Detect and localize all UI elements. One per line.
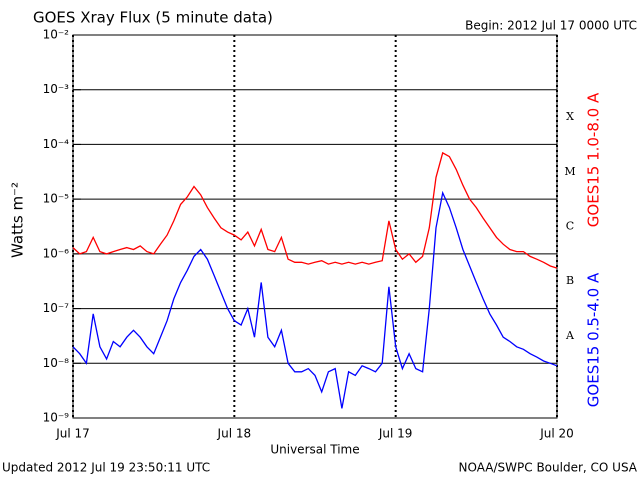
- legend-label: GOES15 0.5-4.0 A: [585, 272, 603, 407]
- flare-class: A: [565, 329, 575, 342]
- flare-class: B: [566, 274, 574, 287]
- footer-right: NOAA/SWPC Boulder, CO USA: [459, 461, 638, 475]
- x-axis-label: Universal Time: [270, 443, 359, 457]
- series-line: [72, 190, 558, 409]
- footer-left: Updated 2012 Jul 19 23:50:11 UTC: [2, 461, 210, 475]
- y-tick-label: 10⁻⁵: [43, 192, 70, 206]
- x-tick-label: Jul 18: [217, 427, 252, 441]
- x-tick-label: Jul 20: [539, 427, 574, 441]
- flare-class: X: [566, 110, 574, 123]
- flare-class: C: [566, 220, 574, 233]
- y-tick-label: 10⁻³: [43, 82, 70, 96]
- y-tick-label: 10⁻⁸: [43, 356, 70, 370]
- y-tick-label: 10⁻⁹: [43, 411, 70, 425]
- flare-class: M: [564, 165, 575, 178]
- x-tick-label: Jul 17: [55, 427, 90, 441]
- y-axis-label: Watts m⁻²: [9, 182, 27, 258]
- y-tick-label: 10⁻⁴: [43, 137, 70, 151]
- x-tick-label: Jul 19: [378, 427, 413, 441]
- chart-subtitle: Begin: 2012 Jul 17 0000 UTC: [465, 19, 637, 33]
- y-tick-label: 10⁻⁷: [43, 301, 70, 315]
- y-tick-label: 10⁻²: [43, 28, 70, 42]
- series-line: [72, 151, 558, 269]
- y-tick-label: 10⁻⁶: [43, 246, 70, 260]
- plot-frame: [72, 34, 558, 419]
- chart-title: GOES Xray Flux (5 minute data): [33, 9, 273, 27]
- legend-label: GOES15 1.0-8.0 A: [585, 92, 603, 227]
